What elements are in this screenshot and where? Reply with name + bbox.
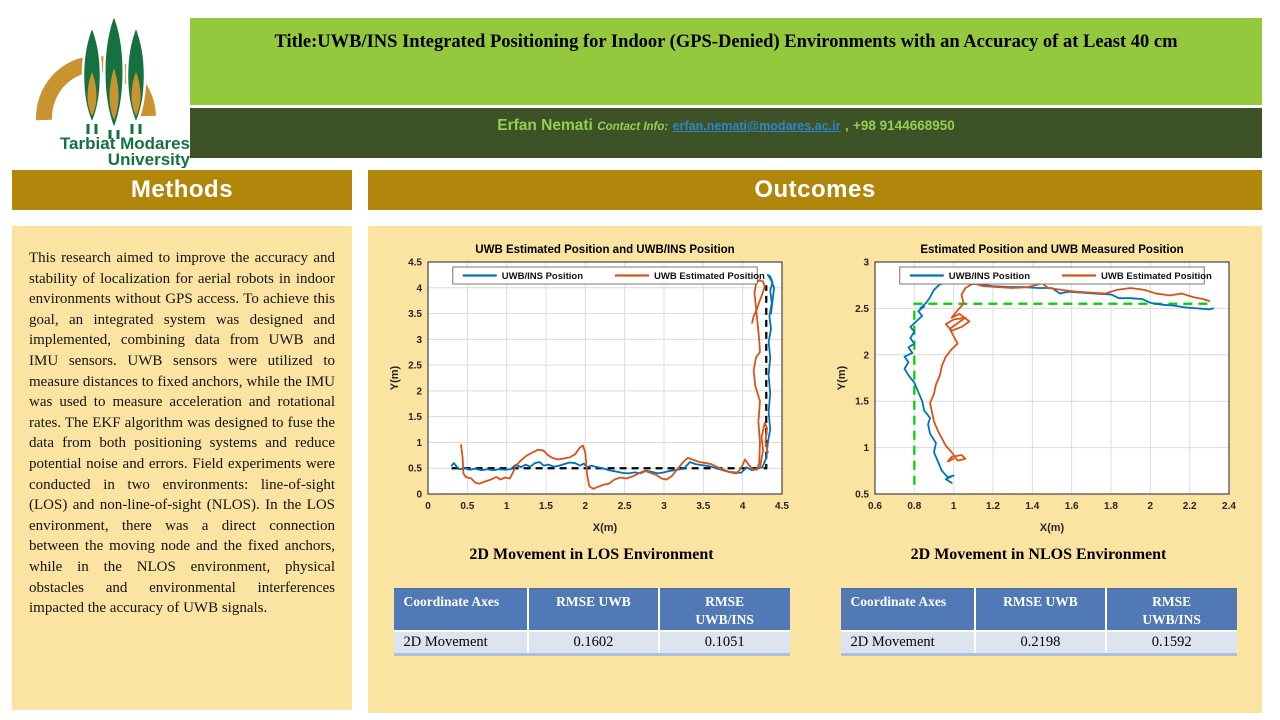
svg-text:Y(m): Y(m) bbox=[389, 365, 401, 390]
svg-text:1: 1 bbox=[950, 501, 956, 512]
methods-section-header: Methods bbox=[12, 170, 352, 210]
outcomes-panel: 0 0.5 1 1.5 2 2.5 3 3.5 4 4.5 0 0.5 1 1.5 2 2.5 3 3.5 4 4.5… bbox=[368, 226, 1262, 713]
svg-text:0.5: 0.5 bbox=[460, 501, 474, 512]
svg-text:4.5: 4.5 bbox=[408, 258, 422, 269]
phone-number: +98 9144668950 bbox=[853, 118, 955, 133]
methods-panel: This research aimed to improve the accur… bbox=[12, 226, 352, 710]
svg-text:1.4: 1.4 bbox=[1025, 501, 1039, 512]
author-name: Erfan Nemati bbox=[497, 117, 593, 134]
outcomes-section-header: Outcomes bbox=[368, 170, 1262, 210]
svg-text:2: 2 bbox=[582, 501, 588, 512]
los-chart-caption: 2D Movement in LOS Environment bbox=[469, 546, 714, 563]
row-label: 2D Movement bbox=[393, 630, 529, 655]
svg-text:3: 3 bbox=[661, 501, 667, 512]
svg-text:X(m): X(m) bbox=[1039, 522, 1064, 534]
svg-text:3: 3 bbox=[416, 335, 422, 346]
svg-text:3.5: 3.5 bbox=[408, 309, 422, 320]
nlos-column: 0.6 0.8 1 1.2 1.4 1.6 1.8 2 2.2 2.4 0.5 1 1.5 2 2.5 3 Es… bbox=[815, 236, 1262, 713]
contact-info-label: Contact Info: bbox=[597, 121, 669, 133]
svg-text:2.5: 2.5 bbox=[617, 501, 631, 512]
svg-text:UWB Estimated Position: UWB Estimated Position bbox=[1101, 271, 1212, 282]
los-rmse-table: Coordinate Axes RMSE UWB RMSE UWB/INS 2D… bbox=[393, 588, 790, 657]
svg-text:0: 0 bbox=[425, 501, 431, 512]
svg-text:1.2: 1.2 bbox=[986, 501, 1000, 512]
logo-tree-middle bbox=[103, 10, 125, 139]
svg-text:2.4: 2.4 bbox=[1222, 501, 1236, 512]
rmse-uwbins-value: 0.1592 bbox=[1104, 630, 1237, 655]
col-header-coordinate-axes: Coordinate Axes bbox=[393, 589, 529, 632]
university-logo: Tarbiat Modares University bbox=[28, 6, 193, 168]
svg-text:1.8: 1.8 bbox=[1104, 501, 1118, 512]
table-header-row: Coordinate Axes RMSE UWB RMSE UWB/INS bbox=[840, 589, 1237, 632]
svg-text:1.5: 1.5 bbox=[408, 412, 422, 423]
svg-text:2.5: 2.5 bbox=[855, 304, 869, 315]
svg-text:0: 0 bbox=[416, 490, 422, 501]
col-header-rmse-uwbins: RMSE UWB/INS bbox=[657, 589, 790, 632]
los-trajectory-chart: 0 0.5 1 1.5 2 2.5 3 3.5 4 4.5 0 0.5 1 1.5 2 2.5 3 3.5 4 4.5… bbox=[389, 244, 789, 534]
logo-text-line2: University bbox=[108, 150, 191, 168]
svg-text:UWB Estimated Position: UWB Estimated Position bbox=[654, 271, 765, 282]
svg-text:UWB/INS Position: UWB/INS Position bbox=[948, 271, 1029, 282]
svg-text:0.5: 0.5 bbox=[855, 490, 869, 501]
svg-text:4: 4 bbox=[416, 283, 422, 294]
svg-text:2: 2 bbox=[1147, 501, 1153, 512]
rmse-uwbins-value: 0.1051 bbox=[657, 630, 790, 655]
svg-text:0.6: 0.6 bbox=[868, 501, 882, 512]
col-header-coordinate-axes: Coordinate Axes bbox=[840, 589, 976, 632]
svg-text:3: 3 bbox=[863, 258, 869, 269]
svg-text:1: 1 bbox=[863, 443, 869, 454]
title-bar: Title:UWB/INS Integrated Positioning for… bbox=[190, 18, 1262, 105]
university-logo-icon: Tarbiat Modares University bbox=[35, 10, 191, 168]
los-column: 0 0.5 1 1.5 2 2.5 3 3.5 4 4.5 0 0.5 1 1.5 2 2.5 3 3.5 4 4.5… bbox=[368, 236, 815, 713]
svg-text:0.8: 0.8 bbox=[907, 501, 921, 512]
methods-paragraph: This research aimed to improve the accur… bbox=[29, 250, 335, 617]
svg-text:2: 2 bbox=[416, 386, 422, 397]
nlos-rmse-table: Coordinate Axes RMSE UWB RMSE UWB/INS 2D… bbox=[840, 588, 1237, 657]
svg-text:Y(m): Y(m) bbox=[836, 365, 848, 390]
svg-text:UWB Estimated Position and UWB: UWB Estimated Position and UWB/INS Posit… bbox=[475, 244, 734, 256]
svg-text:1.5: 1.5 bbox=[855, 397, 869, 408]
logo-tree-right bbox=[125, 22, 147, 134]
table-header-row: Coordinate Axes RMSE UWB RMSE UWB/INS bbox=[393, 589, 790, 632]
svg-text:1.6: 1.6 bbox=[1064, 501, 1078, 512]
contact-bar: Erfan Nemati Contact Info: erfan.nemati@… bbox=[190, 108, 1262, 158]
poster-title: Title:UWB/INS Integrated Positioning for… bbox=[274, 32, 1178, 52]
svg-text:X(m): X(m) bbox=[592, 522, 617, 534]
svg-text:2.5: 2.5 bbox=[408, 361, 422, 372]
svg-text:3.5: 3.5 bbox=[696, 501, 710, 512]
svg-text:1: 1 bbox=[416, 438, 422, 449]
svg-text:1.5: 1.5 bbox=[539, 501, 553, 512]
svg-text:UWB/INS Position: UWB/INS Position bbox=[501, 271, 582, 282]
col-header-rmse-uwbins: RMSE UWB/INS bbox=[1104, 589, 1237, 632]
contact-separator: , bbox=[844, 118, 849, 133]
row-label: 2D Movement bbox=[840, 630, 976, 655]
svg-text:4: 4 bbox=[739, 501, 745, 512]
table-row: 2D Movement 0.1602 0.1051 bbox=[393, 630, 790, 655]
svg-text:1: 1 bbox=[503, 501, 509, 512]
svg-text:2.2: 2.2 bbox=[1182, 501, 1196, 512]
table-row: 2D Movement 0.2198 0.1592 bbox=[840, 630, 1237, 655]
logo-tree-left bbox=[81, 22, 103, 134]
svg-text:0.5: 0.5 bbox=[408, 464, 422, 475]
logo-text-line1: Tarbiat Modares bbox=[60, 134, 190, 153]
rmse-uwb-value: 0.1602 bbox=[527, 630, 659, 655]
email-link[interactable]: erfan.nemati@modares.ac.ir bbox=[672, 119, 841, 133]
col-header-rmse-uwb: RMSE UWB bbox=[974, 589, 1106, 632]
rmse-uwb-value: 0.2198 bbox=[974, 630, 1106, 655]
svg-text:Estimated Position and UWB Mea: Estimated Position and UWB Measured Posi… bbox=[920, 244, 1183, 256]
svg-text:2: 2 bbox=[863, 350, 869, 361]
nlos-trajectory-chart: 0.6 0.8 1 1.2 1.4 1.6 1.8 2 2.2 2.4 0.5 1 1.5 2 2.5 3 Es… bbox=[836, 244, 1236, 534]
svg-text:4.5: 4.5 bbox=[775, 501, 789, 512]
nlos-chart-caption: 2D Movement in NLOS Environment bbox=[910, 546, 1167, 563]
col-header-rmse-uwb: RMSE UWB bbox=[527, 589, 659, 632]
